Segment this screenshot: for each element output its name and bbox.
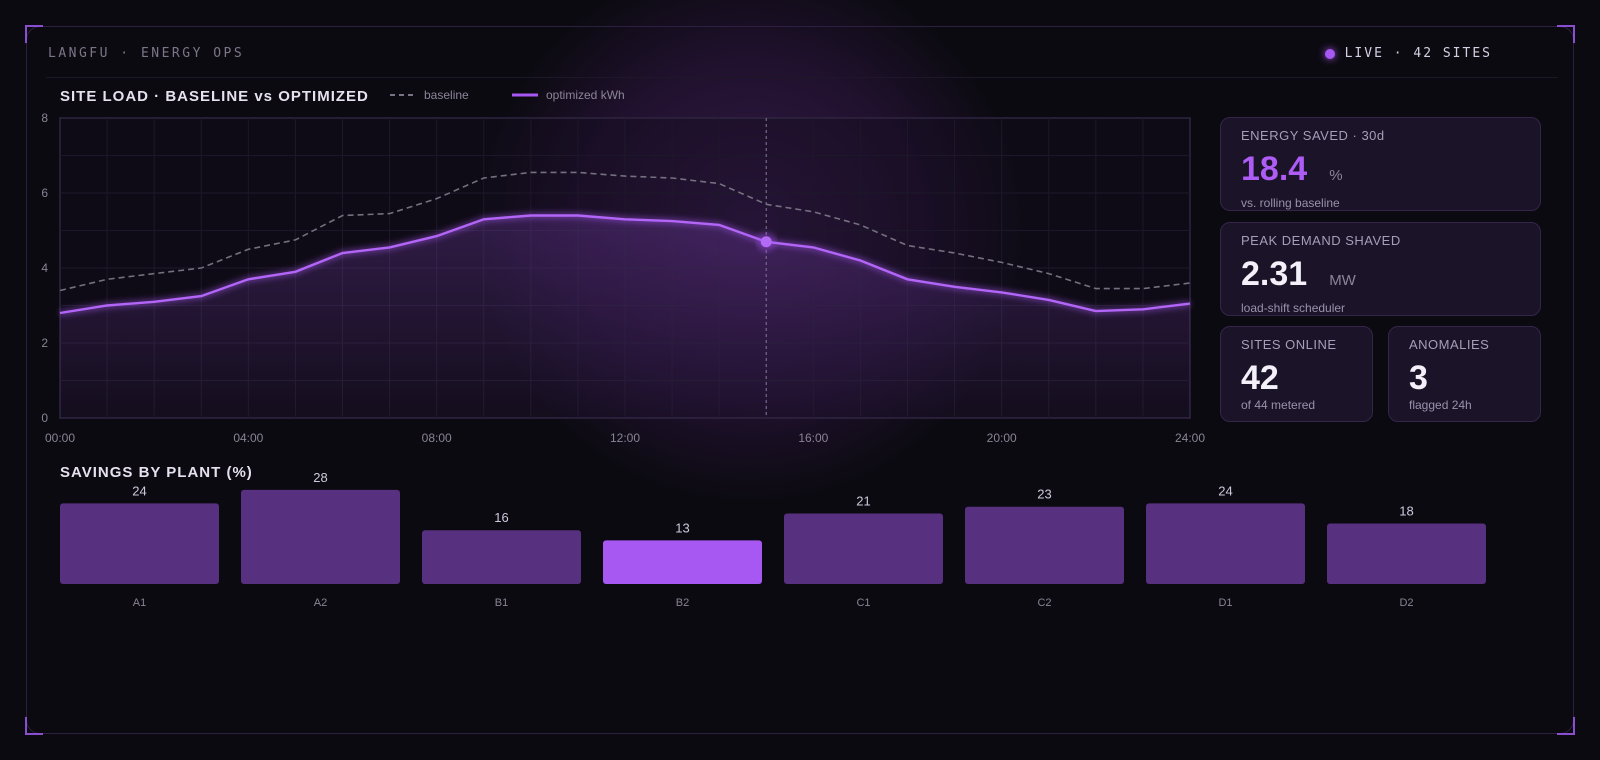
legend-optimized: optimized kWh (512, 88, 625, 102)
x-tick-label: 08:00 (422, 431, 452, 445)
sites-online-label: SITES ONLINE (1241, 337, 1337, 352)
bar-category-label: C2 (1037, 597, 1051, 609)
bar-chart: 24 A1 28 A2 16 B1 13 B2 21 C1 23 C2 24 D1 18 D2 (60, 470, 1486, 609)
bar-value-label: 16 (494, 510, 508, 525)
energy-saved-value-row: 18.4% (1241, 149, 1520, 196)
frame-corner (1557, 25, 1575, 43)
peak-demand-sub: load-shift scheduler (1241, 301, 1346, 315)
bar-category-label: C1 (856, 597, 870, 609)
bar (60, 503, 219, 584)
sites-online-sub: of 44 metered (1241, 398, 1316, 412)
peak-demand-label: PEAK DEMAND SHAVED (1241, 233, 1401, 248)
peak-demand-card[interactable]: PEAK DEMAND SHAVED 2.31 MW load-shift sch… (1220, 222, 1541, 316)
brand-title: LANGFU · ENERGY OPS (48, 46, 245, 61)
bar (1327, 523, 1486, 584)
frame-corner (25, 717, 43, 735)
sites-online-value: 42 (1241, 359, 1279, 397)
bar-chart-title: SAVINGS BY PLANT (%) (60, 464, 253, 481)
x-tick-label: 12:00 (610, 431, 640, 445)
bar-category-label: D1 (1218, 597, 1232, 609)
bar-category-label: B2 (676, 597, 689, 609)
y-tick-label: 6 (41, 186, 48, 200)
bar-category-label: B1 (495, 597, 508, 609)
series-line-optimized (59, 214, 1191, 315)
peak-demand-unit: MW (1329, 272, 1356, 289)
anomalies-card[interactable]: ANOMALIES 3 flagged 24h (1388, 326, 1541, 422)
bar (965, 506, 1124, 584)
energy-saved-sub: vs. rolling baseline (1241, 196, 1340, 210)
anomalies-value: 3 (1409, 359, 1428, 397)
frame-corner (1557, 717, 1575, 735)
legend-baseline-swatch (390, 94, 416, 96)
bar-category-label: D2 (1399, 597, 1413, 609)
energy-saved-label: ENERGY SAVED · 30d (1241, 128, 1385, 143)
optimized-area (60, 215, 1190, 418)
x-tick-label: 24:00 (1175, 431, 1205, 445)
x-tick-label: 04:00 (233, 431, 263, 445)
peak-demand-value-row: 2.31 MW (1241, 254, 1520, 301)
bar-category-label: A2 (314, 597, 327, 609)
dashboard-frame (26, 26, 1574, 734)
y-tick-label: 0 (41, 411, 48, 425)
anomalies-label: ANOMALIES (1409, 337, 1490, 352)
bar-value-label: 24 (132, 483, 146, 498)
bar (603, 540, 762, 584)
live-status: LIVE · 42 SITES (1324, 46, 1492, 61)
bar-value-label: 13 (675, 520, 689, 535)
line-chart: 0 2 4 6 8 00:00 04:00 08:00 12:00 16:00 20:00 24:00 (41, 111, 1205, 445)
header-divider (46, 77, 1558, 78)
y-tick-label: 2 (41, 336, 48, 350)
bar (422, 530, 581, 584)
frame-corner (25, 25, 43, 43)
legend-baseline: baseline (390, 88, 469, 102)
bar-value-label: 21 (856, 493, 870, 508)
bar (241, 489, 400, 584)
sites-online-card[interactable]: SITES ONLINE 42 of 44 metered (1220, 326, 1373, 422)
bar-value-label: 28 (313, 470, 327, 485)
series-line-baseline (59, 171, 1191, 292)
energy-saved-value: 18.4 (1241, 150, 1308, 188)
x-tick-label: 00:00 (45, 431, 75, 445)
data-point-marker (760, 236, 772, 248)
energy-saved-unit: % (1329, 167, 1343, 184)
line-chart-title: SITE LOAD · BASELINE vs OPTIMIZED (60, 88, 369, 105)
x-tick-label: 20:00 (987, 431, 1017, 445)
bar-value-label: 18 (1399, 504, 1413, 519)
x-tick-label: 16:00 (798, 431, 828, 445)
legend-optimized-swatch (512, 93, 538, 97)
energy-saved-card[interactable]: ENERGY SAVED · 30d 18.4% vs. rolling bas… (1220, 117, 1541, 211)
legend-baseline-label: baseline (424, 88, 469, 102)
bar-category-label: A1 (133, 597, 146, 609)
y-tick-label: 4 (41, 261, 48, 275)
anomalies-sub: flagged 24h (1409, 398, 1472, 412)
bar-value-label: 24 (1218, 483, 1232, 498)
y-tick-label: 8 (41, 111, 48, 125)
legend-optimized-label: optimized kWh (546, 88, 625, 102)
live-status-text: LIVE · 42 SITES (1344, 46, 1492, 61)
bar (1146, 503, 1305, 584)
bar (784, 513, 943, 584)
bar-value-label: 23 (1037, 487, 1051, 502)
live-dot-icon (1324, 48, 1335, 59)
peak-demand-value: 2.31 (1241, 255, 1308, 293)
